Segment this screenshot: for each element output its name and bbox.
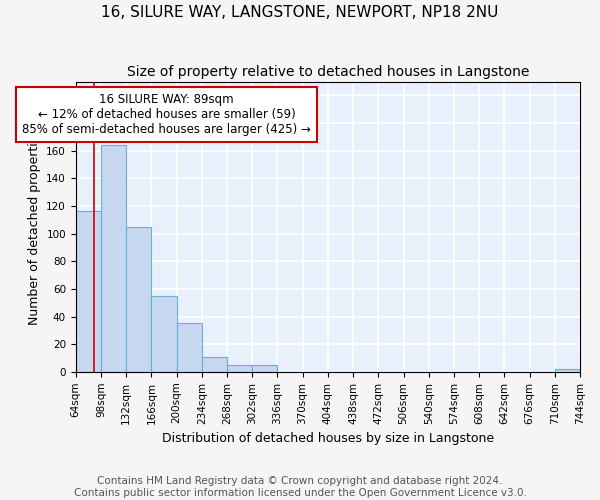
Bar xyxy=(202,356,227,372)
Title: Size of property relative to detached houses in Langstone: Size of property relative to detached ho… xyxy=(127,65,529,79)
Bar xyxy=(227,365,252,372)
Bar xyxy=(76,212,101,372)
Bar xyxy=(176,324,202,372)
Text: 16, SILURE WAY, LANGSTONE, NEWPORT, NP18 2NU: 16, SILURE WAY, LANGSTONE, NEWPORT, NP18… xyxy=(101,5,499,20)
Bar xyxy=(151,296,176,372)
Bar xyxy=(126,226,151,372)
Y-axis label: Number of detached properties: Number of detached properties xyxy=(28,128,41,325)
Text: 16 SILURE WAY: 89sqm
← 12% of detached houses are smaller (59)
85% of semi-detac: 16 SILURE WAY: 89sqm ← 12% of detached h… xyxy=(22,93,311,136)
Bar xyxy=(252,365,277,372)
X-axis label: Distribution of detached houses by size in Langstone: Distribution of detached houses by size … xyxy=(162,432,494,445)
Text: Contains HM Land Registry data © Crown copyright and database right 2024.
Contai: Contains HM Land Registry data © Crown c… xyxy=(74,476,526,498)
Bar xyxy=(101,145,126,372)
Bar xyxy=(555,369,580,372)
